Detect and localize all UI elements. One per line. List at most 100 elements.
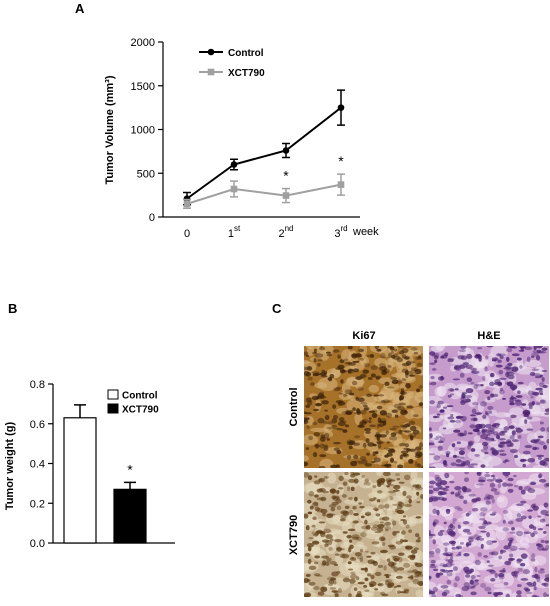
cell-nucleus xyxy=(465,364,473,370)
cell-nucleus xyxy=(522,569,530,575)
cell-nucleus xyxy=(440,355,445,359)
cell-nucleus xyxy=(325,561,330,566)
series-line xyxy=(186,106,342,200)
cell-nucleus xyxy=(377,524,386,527)
cell-nucleus xyxy=(348,510,354,516)
cell-nucleus xyxy=(457,432,462,437)
cell-nucleus xyxy=(327,377,332,381)
cell-nucleus xyxy=(339,553,346,559)
tissue-patch xyxy=(406,520,414,525)
cell-nucleus xyxy=(446,528,454,535)
cell-nucleus xyxy=(517,567,523,572)
cell-nucleus xyxy=(462,362,469,365)
cell-nucleus xyxy=(519,346,527,349)
cell-nucleus xyxy=(307,499,312,504)
cell-nucleus xyxy=(431,593,437,597)
data-point xyxy=(282,147,290,154)
cell-nucleus xyxy=(390,377,398,381)
cell-nucleus xyxy=(321,555,329,559)
cell-nucleus xyxy=(450,462,457,466)
cell-nucleus xyxy=(452,566,458,571)
cell-nucleus xyxy=(520,578,529,581)
cell-nucleus xyxy=(351,536,360,541)
cell-nucleus xyxy=(489,372,495,378)
cell-nucleus xyxy=(506,371,515,376)
tissue-patch xyxy=(326,472,337,484)
cell-nucleus xyxy=(329,488,336,492)
cell-nucleus xyxy=(342,577,350,583)
cell-nucleus xyxy=(432,586,438,593)
cell-nucleus xyxy=(361,459,368,465)
cell-nucleus xyxy=(458,551,462,556)
cell-nucleus xyxy=(454,365,462,371)
cell-nucleus xyxy=(356,408,361,414)
cell-nucleus xyxy=(477,552,482,557)
cell-nucleus xyxy=(370,373,376,378)
cell-nucleus xyxy=(451,443,456,448)
cell-nucleus xyxy=(368,498,376,502)
cell-nucleus xyxy=(398,429,403,435)
cell-nucleus xyxy=(412,484,419,488)
cell-nucleus xyxy=(466,585,474,590)
cell-nucleus xyxy=(334,593,339,597)
cell-nucleus xyxy=(509,531,516,534)
cell-nucleus xyxy=(320,532,326,538)
cell-nucleus xyxy=(374,588,379,591)
cell-nucleus xyxy=(513,570,520,574)
cell-nucleus xyxy=(524,418,528,425)
tissue-patch xyxy=(515,530,525,544)
tissue-patch xyxy=(308,585,320,592)
cell-nucleus xyxy=(451,540,456,546)
cell-nucleus xyxy=(403,356,410,360)
cell-nucleus xyxy=(305,397,312,400)
cell-nucleus xyxy=(431,497,439,502)
cell-nucleus xyxy=(452,518,457,522)
cell-nucleus xyxy=(539,392,544,396)
cell-nucleus xyxy=(400,518,405,522)
cell-nucleus xyxy=(365,430,371,434)
cell-nucleus xyxy=(449,563,455,566)
cell-nucleus xyxy=(362,369,370,374)
cell-nucleus xyxy=(516,558,523,562)
cell-nucleus xyxy=(447,558,454,564)
cell-nucleus xyxy=(509,545,518,552)
cell-nucleus xyxy=(430,559,436,564)
cell-nucleus xyxy=(516,590,522,595)
cell-nucleus xyxy=(387,582,395,587)
cell-nucleus xyxy=(311,395,320,401)
cell-nucleus xyxy=(404,373,409,379)
data-point xyxy=(183,195,191,202)
cell-nucleus xyxy=(385,430,389,435)
cell-nucleus xyxy=(467,511,472,516)
cell-nucleus xyxy=(524,444,533,449)
cell-nucleus xyxy=(432,508,438,514)
cell-nucleus xyxy=(315,353,324,358)
cell-nucleus xyxy=(470,367,478,371)
cell-nucleus xyxy=(405,383,411,389)
cell-nucleus xyxy=(458,447,466,451)
tissue-patch xyxy=(323,431,334,438)
cell-nucleus xyxy=(322,490,329,494)
cell-nucleus xyxy=(351,380,358,386)
tissue-patch xyxy=(444,382,456,390)
cell-nucleus xyxy=(466,377,473,382)
cell-nucleus xyxy=(530,355,535,358)
cell-nucleus xyxy=(455,419,462,424)
tissue-patch xyxy=(359,358,367,364)
cell-nucleus xyxy=(429,533,436,537)
data-point xyxy=(230,185,238,193)
cell-nucleus xyxy=(370,526,378,531)
cell-nucleus xyxy=(319,454,327,458)
cell-nucleus xyxy=(371,412,378,418)
cell-nucleus xyxy=(506,381,514,387)
cell-nucleus xyxy=(409,425,417,432)
cell-nucleus xyxy=(429,530,431,535)
legend-label: XCT790 xyxy=(122,405,159,416)
cell-nucleus xyxy=(519,365,523,369)
cell-nucleus xyxy=(311,524,316,528)
cell-nucleus xyxy=(450,413,454,418)
cell-nucleus xyxy=(364,463,373,467)
cell-nucleus xyxy=(391,555,397,559)
cell-nucleus xyxy=(457,507,463,512)
cell-nucleus xyxy=(391,409,398,413)
